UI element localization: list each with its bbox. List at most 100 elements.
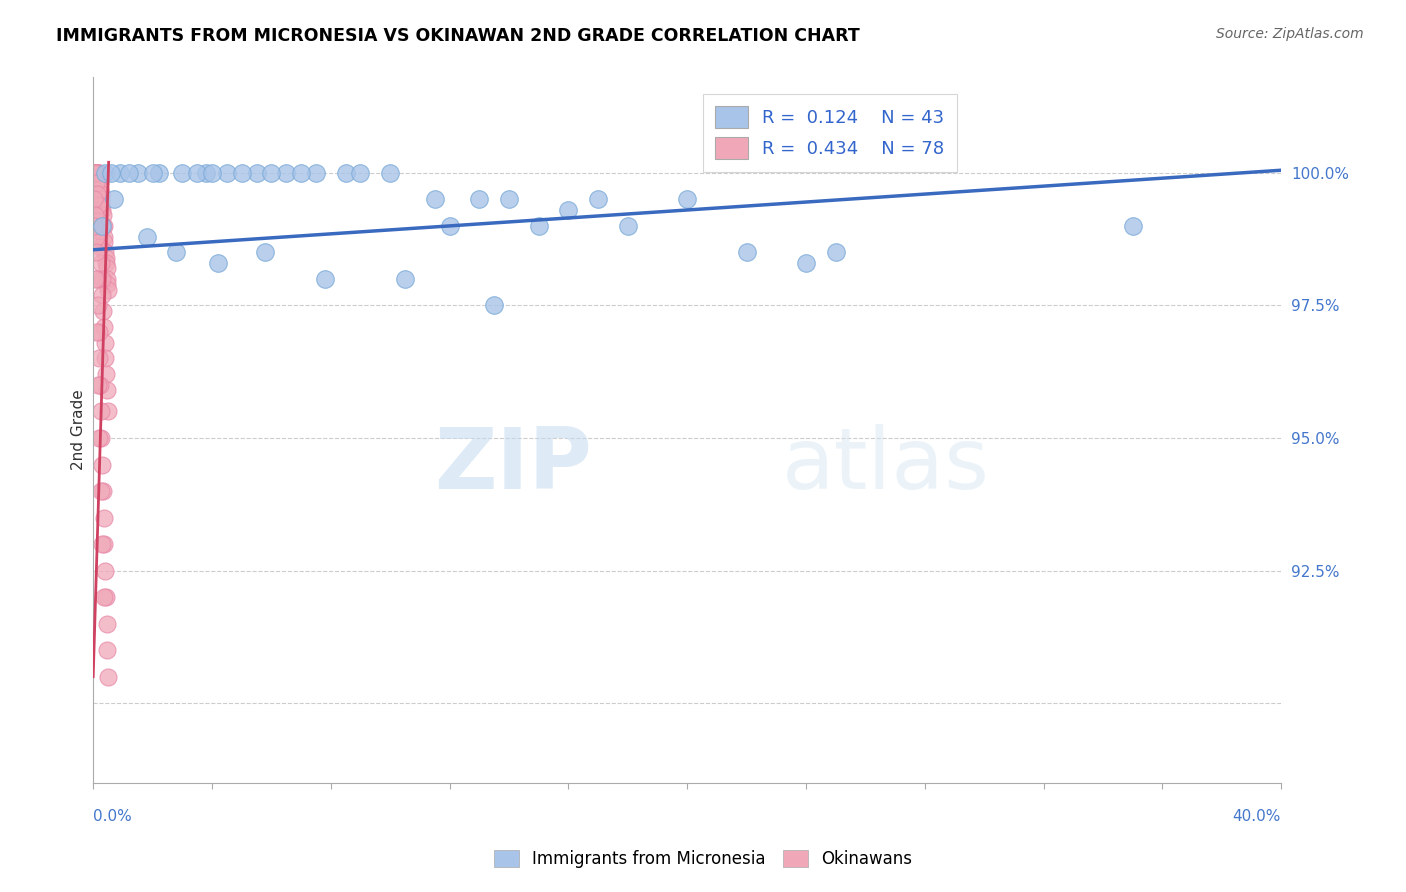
- Point: [86, 298, 108, 312]
- Point: [824, 245, 846, 260]
- Point: [91, 483, 114, 498]
- Point: [735, 245, 758, 260]
- Point: [84, 166, 107, 180]
- Point: [172, 166, 194, 180]
- Text: Source: ZipAtlas.com: Source: ZipAtlas.com: [1216, 27, 1364, 41]
- Point: [83, 219, 105, 233]
- Point: [97, 283, 120, 297]
- Point: [94, 166, 117, 180]
- Point: [96, 277, 118, 292]
- Point: [118, 166, 141, 180]
- Point: [86, 177, 108, 191]
- Point: [96, 384, 118, 398]
- Y-axis label: 2nd Grade: 2nd Grade: [72, 390, 86, 470]
- Point: [142, 166, 165, 180]
- Point: [96, 261, 118, 276]
- Point: [90, 197, 112, 211]
- Point: [201, 166, 224, 180]
- Point: [207, 256, 229, 270]
- Point: [93, 537, 115, 551]
- Point: [84, 166, 107, 180]
- Point: [83, 166, 105, 180]
- Point: [91, 202, 114, 217]
- Point: [305, 166, 328, 180]
- Point: [86, 272, 108, 286]
- Point: [93, 319, 115, 334]
- Point: [91, 537, 114, 551]
- Point: [89, 182, 111, 196]
- Point: [89, 166, 111, 180]
- Point: [83, 166, 105, 180]
- Point: [86, 166, 108, 180]
- Point: [90, 256, 112, 270]
- Point: [91, 288, 114, 302]
- Point: [394, 272, 416, 286]
- Point: [96, 272, 118, 286]
- Point: [245, 166, 267, 180]
- Point: [90, 483, 112, 498]
- Legend: R =  0.124    N = 43, R =  0.434    N = 78: R = 0.124 N = 43, R = 0.434 N = 78: [703, 94, 957, 172]
- Point: [91, 303, 114, 318]
- Point: [87, 213, 110, 227]
- Point: [195, 166, 218, 180]
- Point: [84, 245, 107, 260]
- Point: [215, 166, 238, 180]
- Point: [260, 166, 283, 180]
- Point: [108, 166, 131, 180]
- Point: [89, 177, 111, 191]
- Point: [276, 166, 298, 180]
- Point: [84, 229, 107, 244]
- Point: [100, 166, 122, 180]
- Point: [439, 219, 461, 233]
- Point: [84, 166, 107, 180]
- Point: [87, 378, 110, 392]
- Point: [83, 166, 105, 180]
- Point: [91, 208, 114, 222]
- Point: [586, 193, 609, 207]
- Point: [87, 166, 110, 180]
- Point: [93, 235, 115, 249]
- Point: [94, 351, 117, 366]
- Point: [94, 251, 117, 265]
- Point: [97, 404, 120, 418]
- Point: [794, 256, 817, 270]
- Point: [93, 510, 115, 524]
- Point: [94, 564, 117, 578]
- Point: [90, 404, 112, 418]
- Point: [335, 166, 357, 180]
- Point: [186, 166, 208, 180]
- Point: [165, 245, 187, 260]
- Text: ZIP: ZIP: [434, 424, 592, 507]
- Point: [90, 272, 112, 286]
- Point: [93, 219, 115, 233]
- Point: [378, 166, 401, 180]
- Point: [423, 193, 446, 207]
- Point: [96, 616, 118, 631]
- Point: [87, 197, 110, 211]
- Point: [231, 166, 253, 180]
- Point: [482, 298, 505, 312]
- Point: [84, 272, 107, 286]
- Text: 0.0%: 0.0%: [93, 809, 132, 824]
- Text: IMMIGRANTS FROM MICRONESIA VS OKINAWAN 2ND GRADE CORRELATION CHART: IMMIGRANTS FROM MICRONESIA VS OKINAWAN 2…: [56, 27, 860, 45]
- Point: [86, 187, 108, 202]
- Point: [83, 208, 105, 222]
- Text: atlas: atlas: [782, 424, 990, 507]
- Point: [676, 193, 699, 207]
- Point: [91, 219, 114, 233]
- Point: [89, 431, 111, 445]
- Point: [527, 219, 550, 233]
- Point: [89, 240, 111, 254]
- Point: [254, 245, 277, 260]
- Point: [89, 224, 111, 238]
- Point: [94, 245, 117, 260]
- Point: [86, 166, 108, 180]
- Point: [84, 166, 107, 180]
- Point: [83, 193, 105, 207]
- Point: [83, 166, 105, 180]
- Point: [90, 187, 112, 202]
- Point: [96, 643, 118, 657]
- Point: [91, 458, 114, 472]
- Point: [87, 166, 110, 180]
- Point: [89, 351, 111, 366]
